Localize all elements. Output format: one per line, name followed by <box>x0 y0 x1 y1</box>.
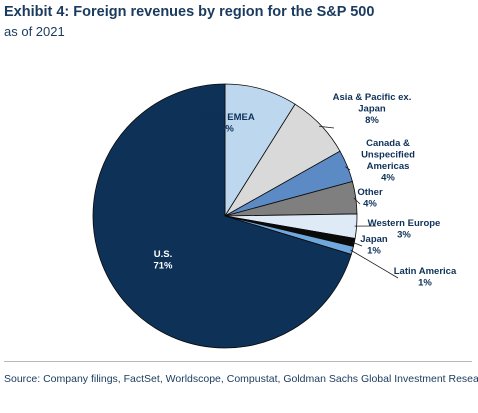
slice-label-6: Latin America 1% <box>394 266 457 289</box>
footer-divider <box>4 361 472 362</box>
source-note: Source: Company filings, FactSet, Worlds… <box>4 373 478 385</box>
chart-title: Exhibit 4: Foreign revenues by region fo… <box>4 4 375 20</box>
leader-line-6 <box>350 249 399 279</box>
leader-line-5 <box>352 241 363 247</box>
slice-label-2: Canada & Unspecified Americas 4% <box>361 138 415 184</box>
slice-label-4: Western Europe 3% <box>368 218 441 241</box>
leader-line-2 <box>345 166 351 171</box>
leader-line-3 <box>353 197 361 205</box>
slice-label-7: U.S. 71% <box>153 249 173 272</box>
pie-slice-7 <box>92 83 352 349</box>
slice-label-5: Japan 1% <box>360 234 388 257</box>
slice-label-3: Other 4% <box>357 187 383 210</box>
slice-label-0: Other EMEA 9% <box>199 112 255 135</box>
slice-label-1: Asia & Pacific ex. Japan 8% <box>333 92 412 126</box>
leader-line-1 <box>318 125 335 129</box>
pie-chart: Other EMEA 9% Asia & Pacific ex. Japan 8% Can… <box>92 83 457 349</box>
chart-subtitle: as of 2021 <box>4 24 65 39</box>
